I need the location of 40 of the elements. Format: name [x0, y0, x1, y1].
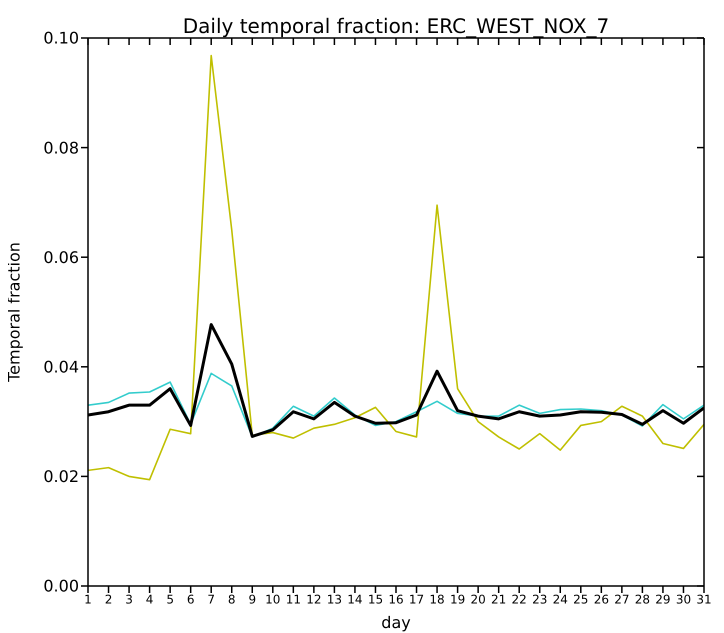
y-tick-label: 0.06	[43, 248, 79, 267]
x-tick-label: 14	[347, 592, 363, 607]
chart-title: Daily temporal fraction: ERC_WEST_NOX_7	[182, 14, 610, 38]
x-axis-title: day	[381, 613, 411, 632]
y-tick-label: 0.08	[43, 138, 79, 158]
x-tick-label: 3	[125, 592, 133, 607]
x-tick-label: 27	[614, 592, 630, 607]
x-tick-label: 8	[228, 592, 236, 607]
x-tick-label: 24	[552, 592, 568, 607]
x-tick-label: 26	[594, 592, 609, 607]
x-tick-label: 30	[676, 592, 692, 607]
x-tick-label: 17	[408, 592, 424, 607]
x-tick-label: 10	[265, 592, 280, 607]
y-tick-label: 0.10	[43, 28, 79, 48]
x-tick-label: 11	[286, 592, 301, 607]
x-tick-label: 19	[450, 592, 466, 607]
y-tick-label: 0.04	[43, 357, 79, 376]
x-tick-label: 6	[186, 592, 194, 607]
x-tick-label: 16	[388, 592, 404, 607]
x-tick-label: 9	[248, 592, 256, 607]
x-tick-label: 18	[429, 592, 445, 607]
x-tick-label: 13	[326, 592, 342, 607]
x-tick-label: 12	[306, 592, 322, 607]
x-tick-label: 2	[104, 592, 112, 607]
x-tick-label: 22	[512, 592, 527, 607]
x-tick-label: 5	[166, 592, 174, 607]
x-tick-label: 7	[207, 592, 216, 607]
x-tick-label: 4	[146, 592, 154, 607]
x-tick-label: 28	[634, 592, 650, 607]
x-tick-label: 20	[470, 592, 486, 607]
y-tick-label: 0.00	[43, 576, 79, 596]
x-tick-label: 29	[655, 592, 671, 607]
x-tick-label: 1	[84, 592, 92, 607]
x-tick-label: 25	[573, 592, 588, 607]
x-tick-label: 31	[696, 592, 712, 607]
x-tick-label: 15	[368, 592, 384, 607]
x-tick-label: 21	[491, 592, 506, 607]
y-tick-label: 0.02	[43, 467, 79, 486]
x-tick-label: 23	[532, 592, 548, 607]
line-series	[88, 54, 704, 480]
